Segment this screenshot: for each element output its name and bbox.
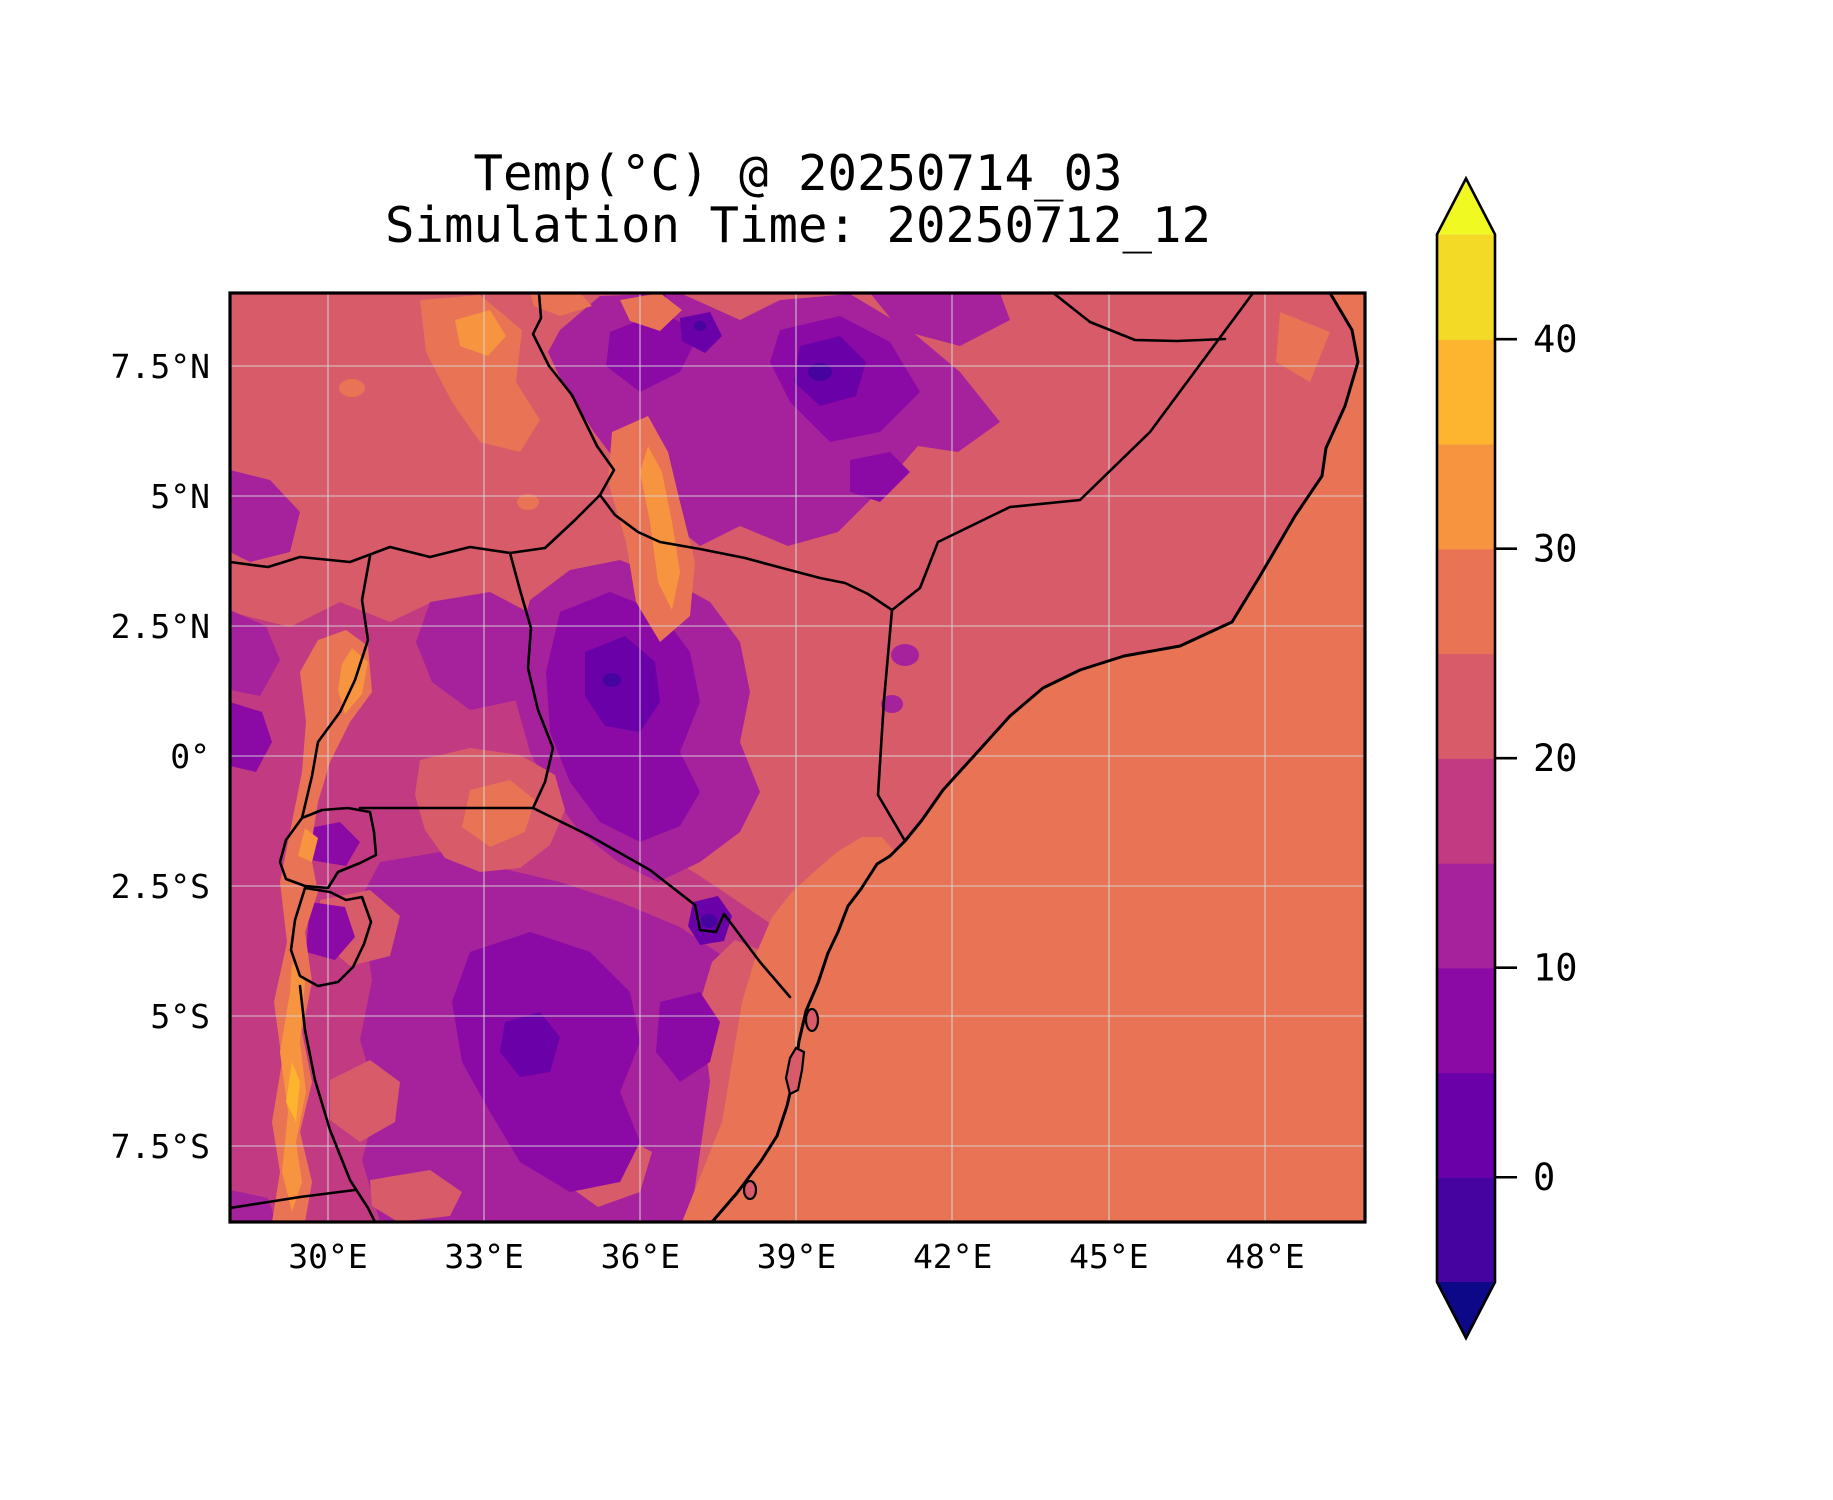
colorbar-tick-label: 40 (1533, 318, 1578, 361)
country-borders (230, 293, 1255, 1222)
colorbar-segment (1437, 443, 1495, 550)
plot-subtitle: Simulation Time: 20250712_12 (385, 197, 1211, 254)
x-tick-label: 39°E (757, 1237, 836, 1276)
map-frame (228, 291, 1367, 1224)
y-tick-label: 0° (170, 737, 210, 776)
x-tick-label: 45°E (1069, 1237, 1148, 1276)
y-axis-tick-labels: 7.5°N 5°N 2.5°N 0° 2.5°S 5°S 7.5°S (111, 347, 210, 1166)
plot-title: Temp(°C) @ 20250714_03 (473, 145, 1122, 202)
colorbar-tick-label: 20 (1533, 737, 1578, 780)
colorbar-segment (1437, 234, 1495, 340)
colorbar-tick-label: 10 (1533, 947, 1578, 990)
colorbar: 40 30 20 10 0 (1435, 175, 1578, 1341)
y-tick-label: 2.5°N (111, 607, 210, 646)
map-plot (230, 293, 1365, 1222)
colorbar-segment (1437, 967, 1495, 1074)
colorbar-segment (1437, 862, 1495, 969)
x-tick-label: 30°E (288, 1237, 367, 1276)
x-tick-label: 36°E (601, 1237, 680, 1276)
islands (742, 1007, 820, 1201)
colorbar-over-arrow (1437, 178, 1495, 235)
colorbar-segment (1437, 548, 1495, 655)
y-tick-label: 2.5°S (111, 867, 210, 906)
x-tick-label: 48°E (1225, 1237, 1304, 1276)
colorbar-outline (1435, 175, 1497, 1341)
colorbar-segment (1437, 653, 1495, 759)
colorbar-segment (1437, 758, 1495, 864)
colorbar-under-arrow (1437, 1282, 1495, 1338)
colorbar-segment (1437, 339, 1495, 445)
x-tick-label: 42°E (913, 1237, 992, 1276)
y-tick-label: 7.5°N (111, 347, 210, 386)
x-axis-tick-labels: 30°E 33°E 36°E 39°E 42°E 45°E 48°E (288, 1237, 1305, 1276)
y-tick-label: 5°N (150, 477, 210, 516)
x-tick-label: 33°E (444, 1237, 523, 1276)
colorbar-segment (1437, 1072, 1495, 1178)
gridlines (230, 293, 1365, 1222)
colorbar-tick-label: 0 (1533, 1156, 1555, 1199)
indian-ocean (712, 293, 1365, 1222)
colorbar-tick-label: 30 (1533, 528, 1578, 571)
y-tick-label: 5°S (150, 997, 210, 1036)
region-north-east-20-25c (230, 293, 1365, 947)
y-tick-label: 7.5°S (111, 1127, 210, 1166)
colorbar-segment (1437, 1177, 1495, 1283)
